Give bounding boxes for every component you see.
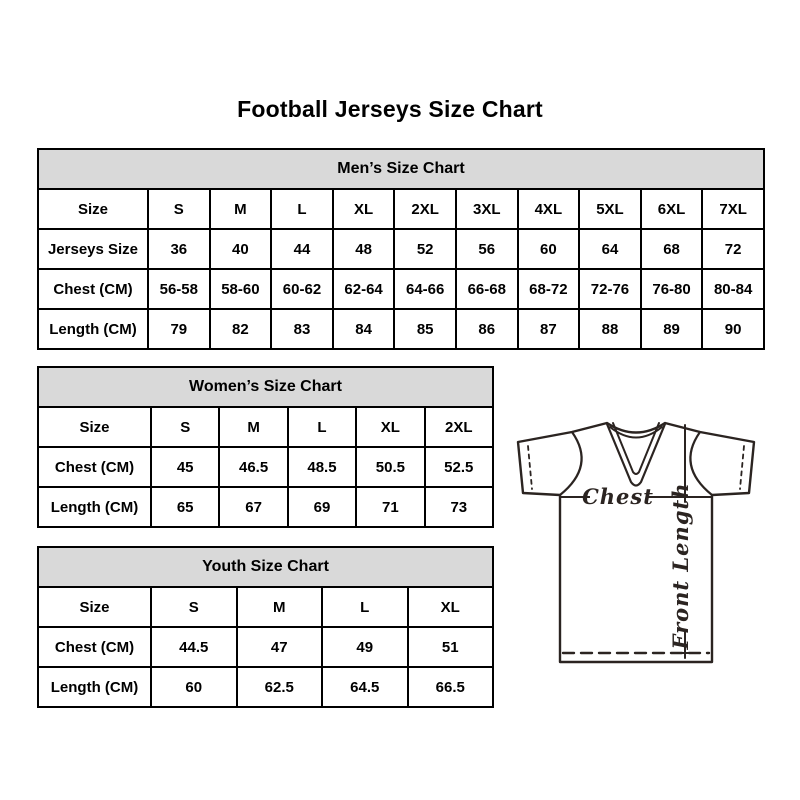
row-label: Chest (CM) (37, 268, 149, 310)
size-cell: 51 (406, 626, 494, 668)
size-cell: S (149, 406, 221, 448)
size-cell: 68-72 (516, 268, 581, 310)
row-label: Size (37, 406, 152, 448)
size-cell: 60-62 (270, 268, 334, 310)
size-cell: 82 (208, 308, 273, 350)
size-cell: 66.5 (406, 666, 494, 708)
vneck-outer (605, 422, 667, 487)
size-cell: 85 (393, 308, 457, 350)
size-cell: 73 (423, 486, 495, 528)
size-cell: XL (331, 188, 396, 230)
size-cell: 48 (331, 228, 396, 270)
mens-table-title: Men’s Size Chart (37, 148, 765, 190)
size-cell: S (147, 188, 211, 230)
size-cell: 58-60 (208, 268, 273, 310)
size-cell: 48.5 (286, 446, 358, 488)
size-cell: 90 (701, 308, 765, 350)
womens-table-title: Women’s Size Chart (37, 366, 494, 408)
vneck-inner (612, 422, 660, 475)
size-cell: 49 (321, 626, 409, 668)
size-cell: 47 (235, 626, 323, 668)
right-armhole-seam (689, 430, 714, 497)
size-cell: 44.5 (150, 626, 238, 668)
size-cell: 60 (150, 666, 238, 708)
jersey-outline (516, 421, 756, 664)
size-cell: 56-58 (147, 268, 211, 310)
size-cell: 3XL (454, 188, 519, 230)
mens-size-table: Men’s Size Chart Size S M L XL 2XL 3XL 4… (37, 148, 765, 350)
size-cell: 84 (331, 308, 396, 350)
size-cell: 5XL (578, 188, 642, 230)
womens-size-table: Women’s Size Chart Size S M L XL 2XL Che… (37, 366, 495, 528)
row-label: Chest (CM) (37, 446, 152, 488)
page-title: Football Jerseys Size Chart (237, 96, 543, 122)
size-cell: 67 (218, 486, 289, 528)
size-cell: 50.5 (355, 446, 426, 488)
row-label: Chest (CM) (37, 626, 152, 668)
size-cell: 80-84 (701, 268, 765, 310)
size-cell: 64-66 (393, 268, 457, 310)
size-cell: 89 (639, 308, 704, 350)
youth-table-title: Youth Size Chart (37, 546, 494, 588)
jersey-measurement-diagram: Chest Front Length (516, 421, 756, 664)
size-cell: L (270, 188, 334, 230)
size-cell: XL (355, 406, 426, 448)
row-label: Length (CM) (37, 486, 152, 528)
size-cell: 2XL (423, 406, 495, 448)
chest-label: Chest (582, 484, 654, 509)
size-cell: 76-80 (639, 268, 704, 310)
size-cell: 46.5 (218, 446, 289, 488)
size-cell: 68 (639, 228, 704, 270)
size-cell: M (208, 188, 273, 230)
size-cell: 64 (578, 228, 642, 270)
size-cell: 7XL (701, 188, 765, 230)
size-cell: 62.5 (235, 666, 323, 708)
size-cell: 86 (454, 308, 519, 350)
size-cell: 40 (208, 228, 273, 270)
size-cell: M (235, 586, 323, 628)
size-cell: 36 (147, 228, 211, 270)
size-cell: 6XL (639, 188, 704, 230)
size-cell: 87 (516, 308, 581, 350)
chest-label-bg (590, 487, 647, 507)
size-cell: 60 (516, 228, 581, 270)
size-cell: M (218, 406, 289, 448)
size-cell: 52 (393, 228, 457, 270)
collar-inner-arc (609, 426, 663, 439)
size-cell: 56 (454, 228, 519, 270)
row-label: Length (CM) (37, 666, 152, 708)
row-label: Length (CM) (37, 308, 149, 350)
youth-size-table: Youth Size Chart Size S M L XL Chest (CM… (37, 546, 494, 708)
size-cell: 62-64 (331, 268, 396, 310)
size-cell: 72-76 (578, 268, 642, 310)
size-cell: 4XL (516, 188, 581, 230)
size-cell: 64.5 (321, 666, 409, 708)
size-cell: 69 (286, 486, 358, 528)
size-cell: 71 (355, 486, 426, 528)
size-cell: L (321, 586, 409, 628)
size-cell: 88 (578, 308, 642, 350)
size-cell: L (286, 406, 358, 448)
size-cell: 44 (270, 228, 334, 270)
size-cell: 65 (149, 486, 221, 528)
row-label: Size (37, 586, 152, 628)
right-cuff-stitch (739, 445, 745, 490)
left-cuff-stitch (527, 445, 533, 490)
size-cell: 45 (149, 446, 221, 488)
size-cell: 66-68 (454, 268, 519, 310)
left-armhole-seam (558, 430, 583, 497)
size-cell: XL (406, 586, 494, 628)
row-label: Size (37, 188, 149, 230)
size-cell: 72 (701, 228, 765, 270)
size-cell: 52.5 (423, 446, 495, 488)
size-cell: 79 (147, 308, 211, 350)
size-cell: S (150, 586, 238, 628)
row-label: Jerseys Size (37, 228, 149, 270)
size-cell: 2XL (393, 188, 457, 230)
front-length-label: Front Length (668, 483, 693, 651)
size-cell: 83 (270, 308, 334, 350)
